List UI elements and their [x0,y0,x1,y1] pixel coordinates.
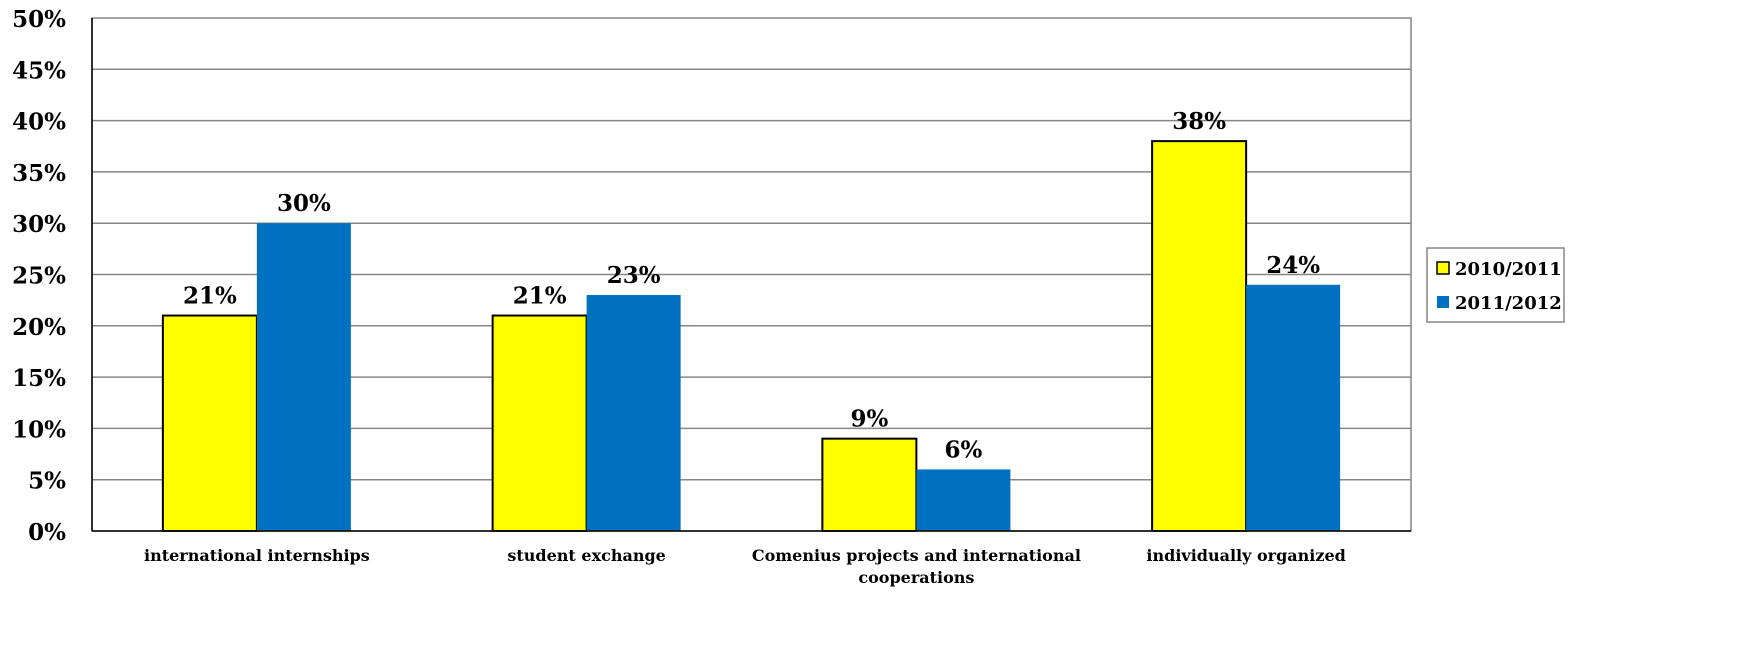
bar-2011-2012 [256,223,351,531]
bars [161,140,1341,533]
y-tick-label: 15% [12,365,66,392]
y-tick-label: 30% [12,211,66,238]
y-tick-label: 35% [12,160,66,187]
y-tick-label: 0% [28,519,66,546]
bar-2010-2011 [821,437,918,532]
data-label: 30% [277,190,331,217]
data-label: 24% [1266,252,1320,279]
y-tick-label: 25% [12,263,66,290]
data-label: 23% [607,262,661,289]
bar-2011-2012 [916,469,1011,531]
y-tick-label: 45% [12,57,66,84]
y-tick-label: 50% [12,6,66,33]
data-label: 21% [513,283,567,310]
data-label: 9% [850,406,888,433]
x-category-label: Comenius projects and international coope… [752,546,1081,587]
data-label: 21% [183,283,237,310]
bar-2011-2012 [586,295,681,531]
y-axis-tick-labels: 0% 5% 10% 15% 20% 25% 30% 35% 40% 45% 50% [12,6,66,546]
x-category-label: individually organized [1146,546,1345,565]
y-tick-label: 5% [28,468,66,495]
bar-2011-2012 [1246,284,1341,531]
x-category-label: international internships [144,546,370,565]
x-axis-category-labels: international internships student exchang… [144,546,1346,587]
bar-2010-2011 [161,314,258,533]
data-labels: 21% 21% 9% 38% 30% 23% 6% 24% [183,108,1320,463]
y-tick-label: 20% [12,314,66,341]
legend-swatch-2011-2012 [1437,296,1449,308]
data-label: 38% [1172,108,1226,135]
bar-2010-2011 [1151,140,1248,532]
x-category-label: student exchange [507,546,665,565]
bar-2010-2011 [491,314,588,533]
legend-box [1426,247,1565,323]
plot-frame [91,17,1412,532]
legend-swatch-2010-2011 [1436,261,1450,275]
y-tick-label: 10% [12,416,66,443]
legend-label: 2011/2012 [1455,293,1562,314]
legend: 2010/2011 2011/2012 [1426,247,1565,323]
legend-label: 2010/2011 [1455,259,1562,280]
data-label: 6% [944,436,982,463]
y-tick-label: 40% [12,109,66,136]
